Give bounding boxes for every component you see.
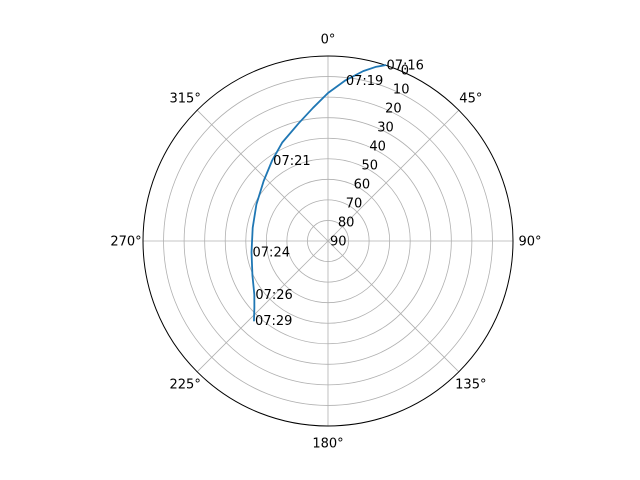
r-gridcircle [286, 199, 370, 283]
r-tick-label: 60 [354, 178, 371, 193]
r-gridcircle [163, 76, 493, 406]
theta-tick-label: 0° [321, 33, 336, 48]
theta-tick-label: 135° [455, 377, 486, 392]
time-label: 07:24 [253, 246, 290, 261]
time-label: 07:29 [255, 314, 292, 329]
r-tick-label: 80 [338, 216, 355, 231]
series-layer [250, 64, 387, 322]
time-label: 07:26 [255, 288, 292, 303]
theta-tick-label: 315° [170, 92, 201, 107]
theta-gridline [196, 240, 329, 373]
time-label: 07:19 [346, 74, 383, 89]
r-tick-label: 50 [361, 159, 378, 174]
polar-frame [142, 55, 514, 427]
sun-path-line [250, 64, 387, 322]
r-gridcircle [204, 117, 452, 365]
r-gridcircle [307, 220, 349, 262]
r-tick-label: 90 [330, 235, 347, 250]
theta-tick-label: 45° [459, 92, 482, 107]
theta-tick-label: 270° [110, 235, 141, 250]
theta-tick-label: 225° [170, 377, 201, 392]
theta-tick-label: 90° [518, 235, 541, 250]
r-tick-label: 70 [346, 197, 363, 212]
theta-tick-label: 180° [312, 437, 343, 452]
r-tick-label: 40 [369, 140, 386, 155]
theta-gridline [196, 109, 329, 242]
label-layer: 0° 45° 90° 135° 180° 225° 270° 315° 0 10 20 30 40 50 6… [110, 33, 541, 452]
time-label: 07:21 [273, 154, 310, 169]
theta-gridline [327, 109, 460, 242]
r-gridcircle [224, 137, 432, 345]
r-gridcircle [183, 96, 473, 386]
r-gridcircle [245, 158, 411, 324]
theta-gridline [327, 240, 460, 373]
r-tick-label: 30 [377, 121, 394, 136]
r-tick-label: 10 [393, 83, 410, 98]
r-gridcircle [265, 178, 391, 304]
r-tick-label: 20 [385, 102, 402, 117]
r-tick-label: 0 [401, 64, 409, 79]
time-label: 07:16 [386, 59, 423, 74]
polar-grid [142, 55, 514, 427]
